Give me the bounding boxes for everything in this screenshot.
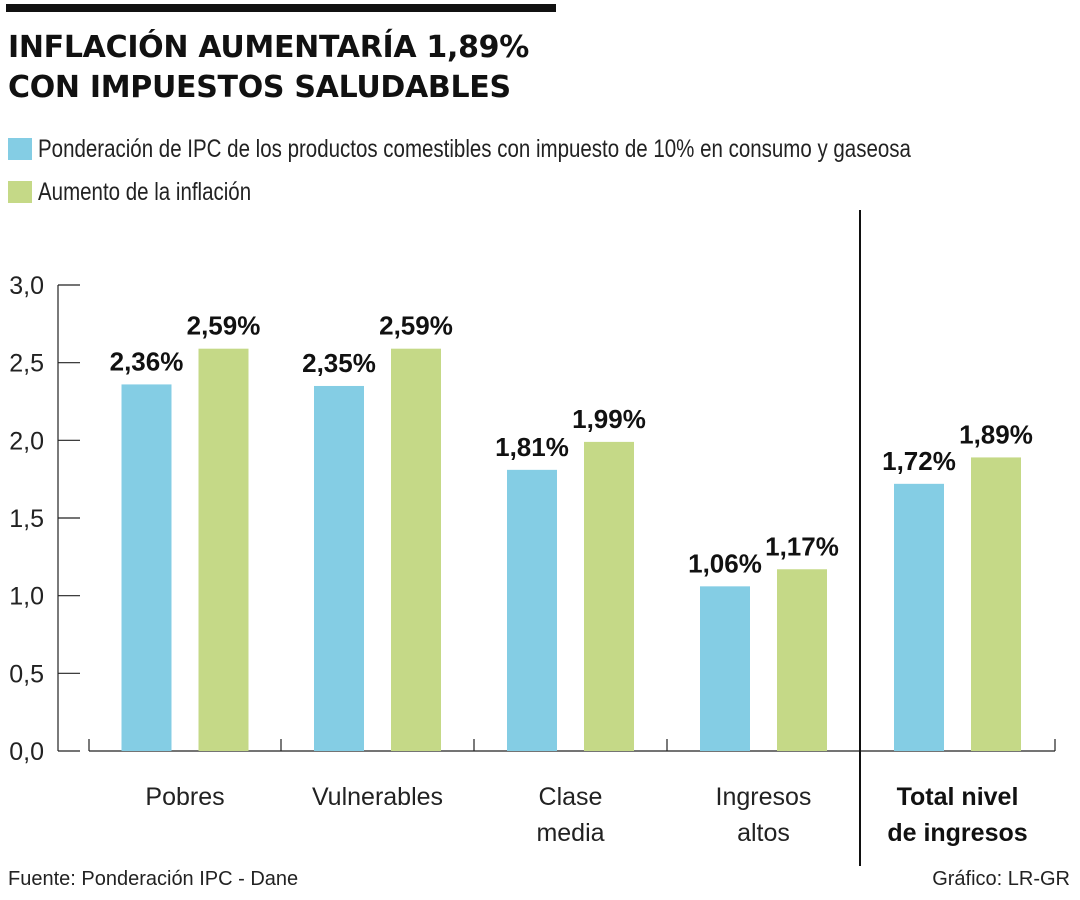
- legend-item-ponderacion: Ponderación de IPC de los productos come…: [8, 134, 1080, 164]
- bar-value-label: 1,81%: [495, 432, 569, 462]
- top-rule: [6, 4, 556, 12]
- bar-value-label: 2,36%: [110, 346, 184, 376]
- legend-item-aumento: Aumento de la inflación: [8, 177, 298, 207]
- bar-aumento: [971, 457, 1021, 751]
- x-category-label: media: [536, 819, 604, 847]
- legend-label: Ponderación de IPC de los productos come…: [38, 134, 911, 163]
- title-line-2: CON IMPUESTOS SALUDABLES: [8, 70, 511, 105]
- bar-value-label: 1,17%: [765, 531, 839, 561]
- y-tick-label: 2,0: [9, 427, 44, 455]
- bar-ponderacion: [314, 385, 364, 751]
- bar-aumento: [391, 348, 441, 751]
- bar-value-label: 2,35%: [302, 348, 376, 378]
- x-category-label: Vulnerables: [312, 783, 443, 811]
- bar-value-label: 1,99%: [572, 404, 646, 434]
- bar-aumento: [198, 348, 249, 751]
- bar-value-label: 1,06%: [688, 548, 762, 578]
- bar-aumento: [584, 441, 634, 751]
- y-tick-label: 2,5: [9, 350, 44, 378]
- bar-value-label: 1,89%: [959, 419, 1033, 449]
- legend-label: Aumento de la inflación: [38, 177, 252, 206]
- source-note: Fuente: Ponderación IPC - Dane: [8, 868, 299, 890]
- bar-value-label: 2,59%: [187, 311, 261, 341]
- title-line-1: INFLACIÓN AUMENTARÍA 1,89%: [8, 30, 529, 65]
- bar-value-label: 1,72%: [882, 446, 956, 476]
- x-category-label: Ingresos: [716, 783, 812, 811]
- x-category-label: Clase: [539, 783, 603, 811]
- x-category-label: de ingresos: [887, 819, 1027, 847]
- y-tick-label: 0,5: [9, 660, 44, 688]
- legend-swatch-green: [8, 181, 32, 203]
- y-tick-label: 1,0: [9, 583, 44, 611]
- credit-note: Gráfico: LR-GR: [932, 868, 1070, 890]
- bar-ponderacion: [700, 586, 750, 751]
- bar-ponderacion: [507, 469, 557, 751]
- chart-title: INFLACIÓN AUMENTARÍA 1,89% CON IMPUESTOS…: [8, 28, 529, 108]
- legend-swatch-blue: [8, 138, 32, 160]
- y-tick-label: 3,0: [9, 272, 44, 300]
- x-category-label: altos: [737, 819, 790, 847]
- bar-value-label: 2,59%: [379, 311, 453, 341]
- bar-ponderacion: [121, 384, 172, 751]
- bar-aumento: [777, 569, 827, 751]
- y-tick-label: 1,5: [9, 505, 44, 533]
- bar-ponderacion: [894, 483, 944, 751]
- x-category-label: Pobres: [145, 783, 224, 811]
- x-category-label: Total nivel: [897, 783, 1019, 811]
- y-tick-label: 0,0: [9, 738, 44, 766]
